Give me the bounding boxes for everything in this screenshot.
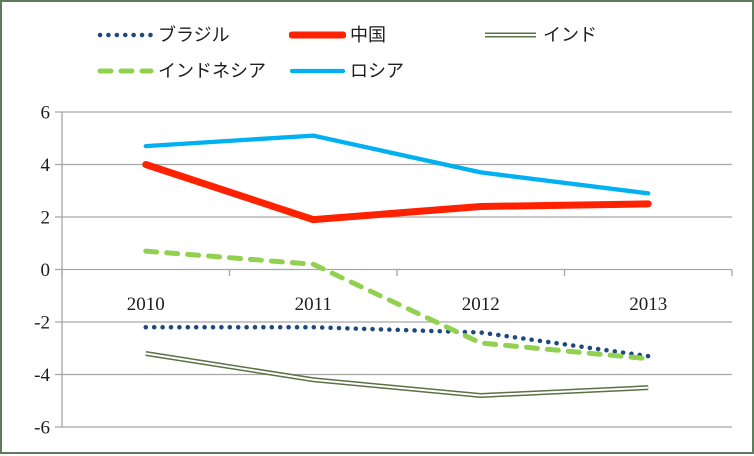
legend-key-indonesia-icon bbox=[97, 68, 154, 74]
legend-item-brazil: ブラジル bbox=[97, 24, 230, 46]
legend-label-indonesia: インドネシア bbox=[158, 61, 266, 81]
series-line-india-core bbox=[145, 352, 649, 397]
chart-legend: ブラジル 中国 インドインドネシア ロシア bbox=[2, 2, 752, 98]
legend-label-russia: ロシア bbox=[350, 61, 404, 81]
x-tick-label-2010: 2010 bbox=[127, 294, 165, 315]
y-tick-label: 4 bbox=[41, 155, 51, 176]
legend-key-russia-icon bbox=[289, 68, 346, 74]
x-tick-label-2012: 2012 bbox=[462, 294, 500, 315]
series-line-indonesia bbox=[143, 248, 651, 362]
x-tick-label-2011: 2011 bbox=[295, 294, 332, 315]
legend-key-india-icon bbox=[485, 32, 536, 38]
y-tick-label: -4 bbox=[34, 365, 50, 386]
legend-label-india: インド bbox=[543, 25, 597, 45]
legend-label-china: 中国 bbox=[350, 25, 386, 45]
series-line-russia bbox=[143, 133, 651, 196]
x-tick-label-2013: 2013 bbox=[629, 294, 667, 315]
y-tick-label: -6 bbox=[34, 418, 50, 439]
legend-item-india: インド bbox=[482, 24, 597, 46]
legend-key-brazil-icon bbox=[97, 32, 154, 38]
y-tick-label: 6 bbox=[41, 103, 51, 124]
legend-label-brazil: ブラジル bbox=[158, 25, 230, 45]
legend-item-indonesia: インドネシア bbox=[97, 60, 266, 82]
legend-key-china-icon bbox=[289, 31, 346, 39]
y-tick-label: 0 bbox=[41, 260, 51, 281]
y-tick-label: -2 bbox=[34, 313, 50, 334]
series-line-brazil bbox=[143, 325, 651, 359]
legend-item-russia: ロシア bbox=[289, 60, 404, 82]
y-tick-label: 2 bbox=[41, 208, 51, 229]
series-line-china bbox=[142, 161, 652, 224]
legend-item-china: 中国 bbox=[289, 24, 386, 46]
